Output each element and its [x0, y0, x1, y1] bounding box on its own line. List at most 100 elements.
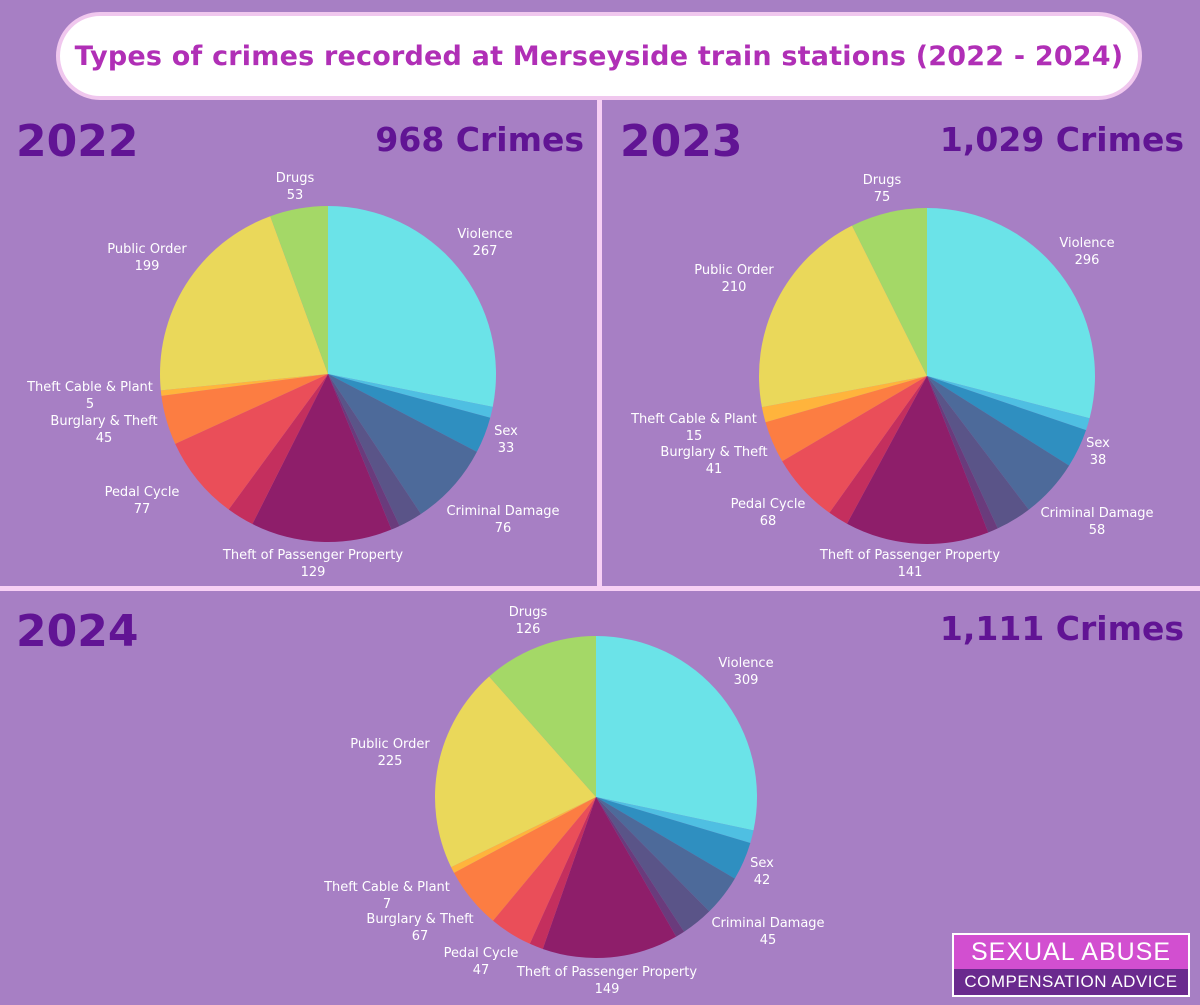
pie-2024-value-theft-cable-plant: 7: [383, 897, 391, 912]
pie-2024-slice-violence-other-1: [596, 797, 754, 843]
pie-2024-slice-drugs: [489, 636, 596, 797]
pie-2024-label-violence: Violence: [718, 656, 773, 671]
pie-2022-label-pedal-cycle: Pedal Cycle: [105, 485, 180, 500]
pie-2023-value-drugs: 75: [874, 190, 891, 205]
pie-2023-slice-criminal-damage-other-1: [927, 376, 1029, 529]
pie-2023-slice-violence-other-1: [927, 376, 1090, 431]
pie-2023-label-public-order: Public Order: [694, 263, 774, 278]
pie-2024-label-public-order: Public Order: [350, 737, 430, 752]
pie-2023-slice-pedal-cycle: [782, 376, 927, 513]
pie-2023-label-violence: Violence: [1059, 236, 1114, 251]
pie-2023-slice-criminal-damage: [927, 376, 1070, 510]
pie-2024-value-sex: 42: [754, 873, 771, 888]
pie-2022-value-criminal-damage: 76: [495, 521, 512, 536]
pie-2024-label-burglary-theft: Burglary & Theft: [366, 912, 473, 927]
pie-2022-value-burglary-theft: 45: [96, 431, 113, 446]
pie-2024-value-criminal-damage: 45: [760, 933, 777, 948]
pie-2023-slice-public-order: [758, 225, 927, 408]
pie-2023-slice-criminal-damage-other-2: [927, 376, 998, 533]
pie-2024-slice-criminal-damage: [596, 797, 735, 912]
pie-2022-label-theft-of-passenger-property: Theft of Passenger Property: [222, 548, 403, 563]
pie-2023-label-drugs: Drugs: [863, 173, 902, 188]
pie-2024-label-drugs: Drugs: [509, 605, 548, 620]
title-banner: Types of crimes recorded at Merseyside t…: [56, 12, 1142, 100]
pie-2023-label-theft-cable-plant: Theft Cable & Plant: [630, 412, 757, 427]
pie-2022-label-public-order: Public Order: [107, 242, 187, 257]
pie-2023-slice-sex: [927, 376, 1087, 466]
pie-2022-value-violence: 267: [473, 244, 498, 259]
pie-2022-label-theft-cable-plant: Theft Cable & Plant: [26, 380, 153, 395]
pie-2022-slice-sex: [328, 374, 491, 452]
pie-2023-value-sex: 38: [1090, 453, 1107, 468]
pie-2024-label-pedal-cycle: Pedal Cycle: [444, 946, 519, 961]
pie-2024-slice-violence: [596, 636, 757, 831]
pie-2024-slice-pedal-cycle: [493, 797, 596, 944]
pie-2024-slice-theft-of-passenger-property-other-1: [529, 797, 596, 949]
pie-2022-label-burglary-theft: Burglary & Theft: [50, 414, 157, 429]
pie-2022-label-sex: Sex: [494, 424, 518, 439]
total-2022: 968 Crimes: [375, 120, 584, 159]
pie-2022-slice-theft-cable-plant: [160, 374, 328, 396]
pie-2022-label-drugs: Drugs: [276, 171, 315, 186]
pie-2023-label-criminal-damage: Criminal Damage: [1040, 506, 1153, 521]
pie-2024-slice-criminal-damage-other-1: [596, 797, 710, 932]
pie-2024-value-drugs: 126: [516, 622, 541, 637]
logo-line-2: COMPENSATION ADVICE: [964, 972, 1178, 991]
pie-2022-label-criminal-damage: Criminal Damage: [446, 504, 559, 519]
pie-2024-value-theft-of-passenger-property: 149: [595, 982, 620, 997]
pie-2024-value-public-order: 225: [378, 754, 403, 769]
pie-2022-value-sex: 33: [498, 441, 515, 456]
pie-2022-slice-drugs: [270, 206, 328, 374]
total-2024: 1,111 Crimes: [939, 609, 1184, 648]
pie-2023-value-criminal-damage: 58: [1089, 523, 1106, 538]
pie-2024-slice-public-order: [434, 676, 596, 868]
pie-2023-slice-theft-of-passenger-property: [846, 376, 989, 545]
year-2022-heading: 2022: [16, 116, 139, 167]
pie-2024-value-burglary-theft: 67: [412, 929, 429, 944]
pie-2022-slice-violence: [328, 206, 496, 407]
pie-2024-slice-theft-cable-plant: [451, 797, 596, 873]
pie-2023-value-public-order: 210: [722, 280, 747, 295]
pie-2024-slice-criminal-damage-other-2: [596, 797, 685, 937]
pie-2024-label-sex: Sex: [750, 856, 774, 871]
chart-title: Types of crimes recorded at Merseyside t…: [74, 40, 1124, 72]
year-2023-heading: 2023: [620, 116, 743, 167]
pie-2024-slice-sex: [596, 797, 751, 879]
year-2024-heading: 2024: [16, 606, 139, 657]
pie-2022-slice-theft-of-passenger-property-other-1: [228, 374, 328, 525]
pie-2022-value-public-order: 199: [135, 259, 160, 274]
pie-2024-label-criminal-damage: Criminal Damage: [711, 916, 824, 931]
pie-2023-value-violence: 296: [1075, 253, 1100, 268]
brand-logo: SEXUAL ABUSE COMPENSATION ADVICE: [952, 933, 1190, 997]
pie-2022-label-violence: Violence: [457, 227, 512, 242]
pie-2024-value-pedal-cycle: 47: [473, 963, 490, 978]
pie-2023-slice-theft-of-passenger-property-other-1: [829, 376, 927, 524]
pie-2024-value-violence: 309: [734, 673, 759, 688]
horizontal-divider: [0, 586, 1200, 591]
pie-2022-slice-criminal-damage: [328, 374, 477, 514]
pie-2024-slice-theft-of-passenger-property: [542, 797, 677, 959]
pie-2023-label-sex: Sex: [1086, 436, 1110, 451]
pie-2024-slice-burglary-theft: [454, 797, 596, 921]
pie-2022-slice-theft-of-passenger-property: [252, 374, 392, 543]
pie-2022-slice-criminal-damage-other-2: [328, 374, 400, 530]
pie-2023-label-pedal-cycle: Pedal Cycle: [731, 497, 806, 512]
pie-2023-slice-burglary-theft: [765, 376, 927, 462]
pie-2024-label-theft-of-passenger-property: Theft of Passenger Property: [516, 965, 697, 980]
pie-2023-label-burglary-theft: Burglary & Theft: [660, 445, 767, 460]
pie-2023-slice-violence: [927, 208, 1095, 419]
pie-2023-label-theft-of-passenger-property: Theft of Passenger Property: [819, 548, 1000, 563]
pie-2023-value-burglary-theft: 41: [706, 462, 723, 477]
pie-2022-value-theft-of-passenger-property: 129: [301, 565, 326, 580]
pie-2022-value-drugs: 53: [287, 188, 304, 203]
total-2023: 1,029 Crimes: [939, 120, 1184, 159]
vertical-divider: [597, 100, 602, 588]
pie-2023-value-theft-of-passenger-property: 141: [898, 565, 923, 580]
pie-2023-slice-drugs: [852, 208, 927, 376]
pie-2022-slice-criminal-damage-other-1: [328, 374, 421, 526]
pie-2022-slice-public-order: [159, 216, 328, 391]
pie-2022-value-theft-cable-plant: 5: [86, 397, 94, 412]
pie-2022-slice-violence-other-1: [328, 374, 493, 418]
pie-2022-slice-pedal-cycle: [175, 374, 328, 510]
